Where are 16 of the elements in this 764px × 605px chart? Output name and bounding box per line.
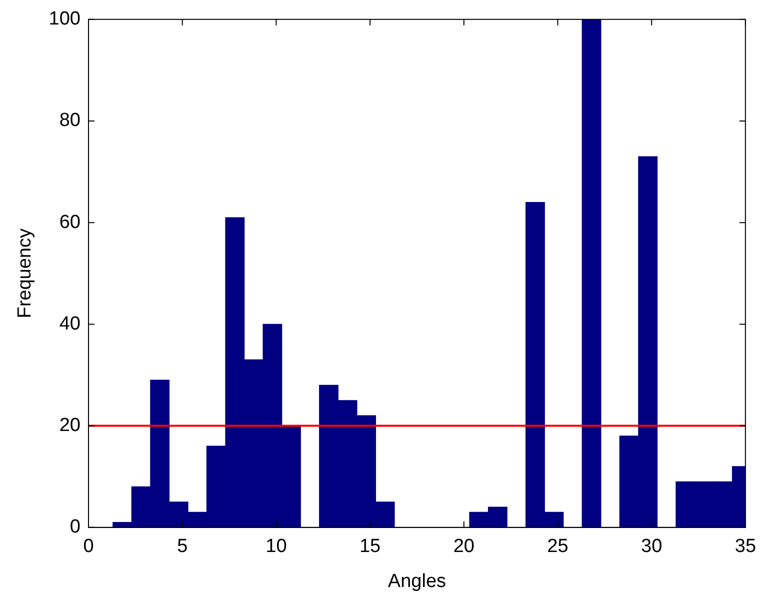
- y-tick-label: 0: [70, 516, 80, 538]
- y-tick-label: 80: [59, 110, 80, 132]
- x-tick-label: 15: [359, 536, 381, 558]
- y-tick-label: 60: [59, 212, 80, 233]
- y-tick-label: 100: [48, 8, 80, 30]
- x-tick-label: 30: [641, 536, 662, 558]
- x-tick-label: 25: [547, 536, 568, 558]
- x-tick-label: 5: [177, 536, 188, 558]
- y-tick-label: 20: [59, 415, 80, 436]
- x-tick-label: 20: [453, 536, 474, 558]
- x-tick-label: 0: [83, 536, 94, 558]
- x-tick-label: 10: [266, 536, 287, 558]
- x-tick-label: 35: [734, 536, 756, 558]
- y-axis-title: Frequency: [14, 228, 36, 318]
- x-axis-title: Angles: [388, 570, 446, 592]
- y-tick-label: 40: [59, 313, 80, 334]
